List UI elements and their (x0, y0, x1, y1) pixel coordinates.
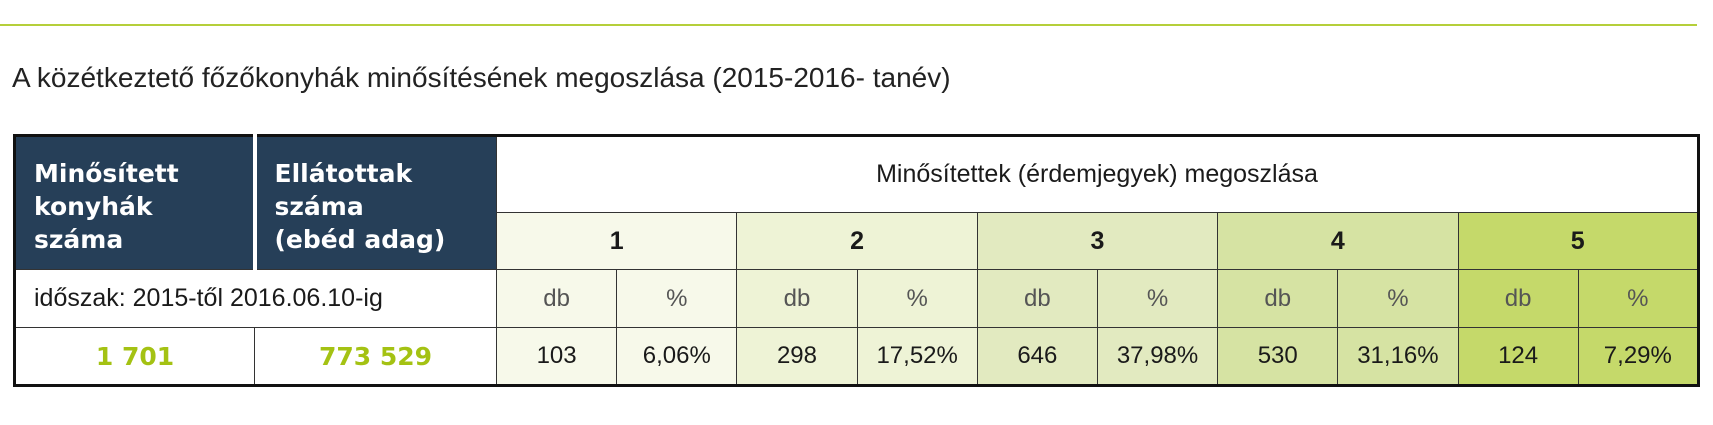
unit-cell: % (1337, 269, 1459, 328)
grade-cell: 4 (1217, 212, 1459, 270)
grade-cell: 1 (495, 212, 738, 270)
value-cell: 646 (976, 327, 1098, 386)
header-line: száma (34, 225, 124, 254)
grade-cell: 2 (736, 212, 978, 270)
header-row: Minősített konyhák száma Ellátottak száma (eb… (14, 135, 1699, 270)
value-cell: 17,52% (856, 327, 978, 386)
unit-cell: db (1217, 269, 1339, 328)
header-line: Ellátottak (274, 159, 413, 188)
value-cell: 6,06% (616, 327, 738, 386)
period-cell: időszak: 2015-től 2016.06.10-ig (14, 269, 497, 328)
unit-cell: % (1096, 269, 1219, 328)
kitchens-cell: 1 701 (14, 327, 255, 386)
unit-cell: % (856, 269, 978, 328)
value-cell: 37,98% (1096, 327, 1219, 386)
header-cell: Ellátottak száma (ebéd adag) (254, 135, 497, 270)
unit-cell: db (736, 269, 858, 328)
unit-cell: % (616, 269, 738, 328)
unit-row: időszak: 2015-től 2016.06.10-ig db% db% db%… (14, 269, 1699, 328)
served-cell: 773 529 (254, 327, 497, 386)
unit-cell: db (495, 269, 618, 328)
value-cell: 103 (495, 327, 618, 386)
value-row: 1 701 773 529 103 6,06% 298 17,52% 646 37,98% 53… (14, 327, 1699, 386)
unit-cell: % (1577, 269, 1699, 328)
header-line: konyhák (34, 192, 153, 221)
unit-cell: db (976, 269, 1098, 328)
header-line: száma (274, 192, 364, 221)
header-cell: Minősített konyhák száma (14, 135, 257, 270)
table-body: Minősített konyhák száma Ellátottak száma (eb… (14, 135, 1699, 386)
grade-cell: 5 (1457, 212, 1699, 270)
value-cell: 7,29% (1577, 327, 1699, 386)
unit-cell: db (1457, 269, 1579, 328)
value-cell: 31,16% (1337, 327, 1459, 386)
value-cell: 530 (1217, 327, 1339, 386)
top-rule (0, 24, 1697, 26)
rating-table: Minősített konyhák száma Ellátottak száma (eb… (13, 134, 1700, 387)
header-line: (ebéd adag) (274, 225, 446, 254)
grade-cell: 3 (976, 212, 1219, 270)
header-line: Minősített (34, 159, 179, 188)
group-header: Minősítettek (érdemjegyek) megoszlása (496, 135, 1699, 213)
value-cell: 298 (736, 327, 858, 386)
value-cell: 124 (1457, 327, 1579, 386)
table-title: A közétkeztető főzőkonyhák minősítésének… (12, 62, 951, 93)
